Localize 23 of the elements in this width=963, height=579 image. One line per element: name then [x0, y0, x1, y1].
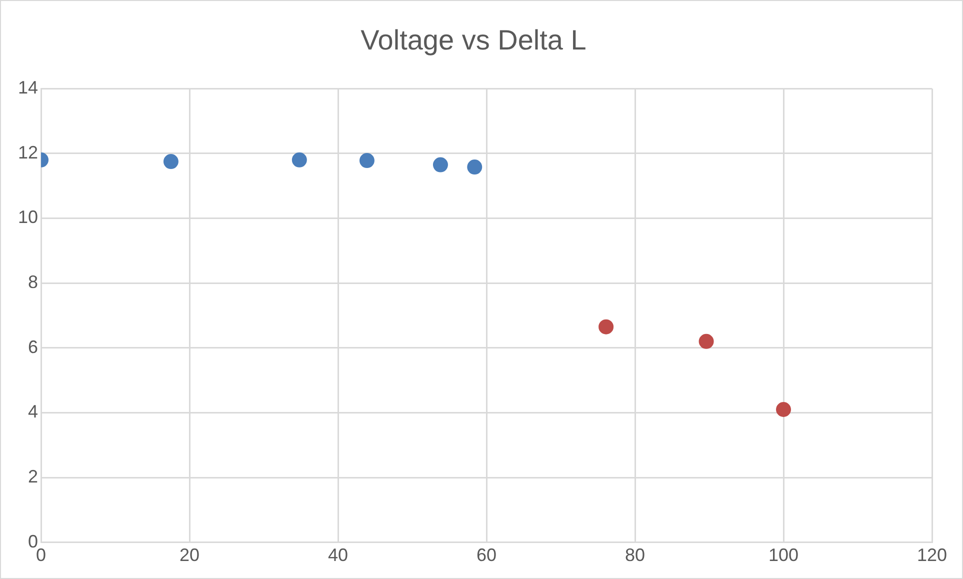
x-tick-label: 80 — [624, 545, 646, 566]
y-tick-label: 8 — [28, 272, 38, 292]
point — [776, 402, 792, 417]
x-tick-label: 40 — [328, 545, 348, 566]
y-tick-label: 0 — [28, 531, 38, 552]
y-tick-label: 2 — [28, 466, 38, 487]
y-tick-label: 4 — [28, 402, 38, 422]
point — [698, 334, 714, 349]
point — [432, 157, 448, 172]
y-tick-label: 14 — [18, 78, 38, 98]
x-tick-label: 100 — [768, 545, 799, 566]
y-tick-label: 12 — [18, 142, 38, 162]
point — [598, 319, 614, 334]
point — [163, 154, 178, 170]
x-tick-label: 20 — [180, 545, 200, 566]
point — [467, 160, 482, 175]
x-tick-label: 120 — [916, 545, 948, 566]
point — [292, 152, 307, 168]
chart-title: Voltage vs Delta L — [360, 24, 586, 56]
x-tick-label: 60 — [476, 545, 497, 566]
y-tick-label: 6 — [28, 336, 38, 357]
y-tick-label: 10 — [18, 207, 38, 228]
point — [359, 153, 374, 168]
